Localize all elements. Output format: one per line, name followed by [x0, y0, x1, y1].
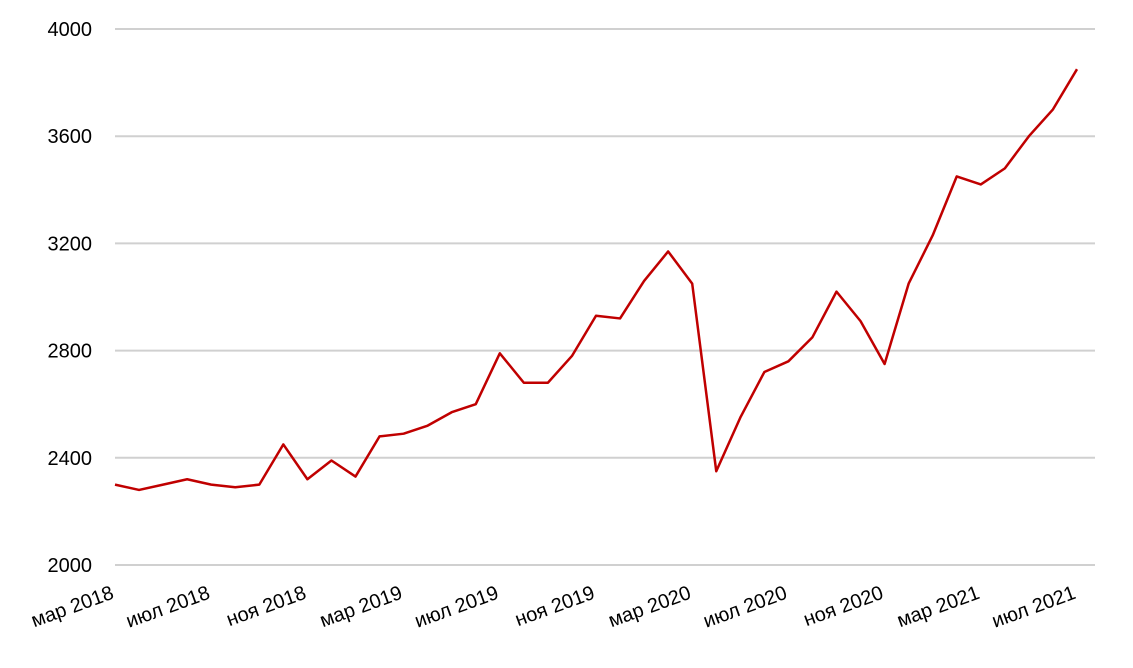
x-tick-label: ноя 2018 — [224, 582, 310, 631]
x-tick-label: июл 2020 — [700, 582, 790, 633]
x-tick-label: мар 2019 — [317, 582, 405, 632]
x-tick-label: ноя 2020 — [801, 582, 887, 631]
y-tick-label: 3600 — [48, 126, 93, 148]
x-tick-label: мар 2018 — [28, 582, 116, 632]
x-tick-label: ноя 2019 — [512, 582, 598, 631]
x-tick-label: мар 2020 — [606, 582, 694, 632]
y-tick-label: 3200 — [48, 233, 93, 255]
x-tick-label: мар 2021 — [894, 582, 982, 632]
y-tick-label: 2400 — [48, 448, 93, 470]
x-tick-label: июл 2019 — [412, 582, 502, 633]
y-tick-label: 2000 — [48, 555, 93, 577]
y-tick-label: 2800 — [48, 341, 93, 363]
line-series — [114, 68, 1079, 492]
x-tick-label: июл 2018 — [123, 582, 213, 633]
y-tick-label: 4000 — [48, 19, 93, 41]
x-tick-label: июл 2021 — [989, 582, 1079, 633]
